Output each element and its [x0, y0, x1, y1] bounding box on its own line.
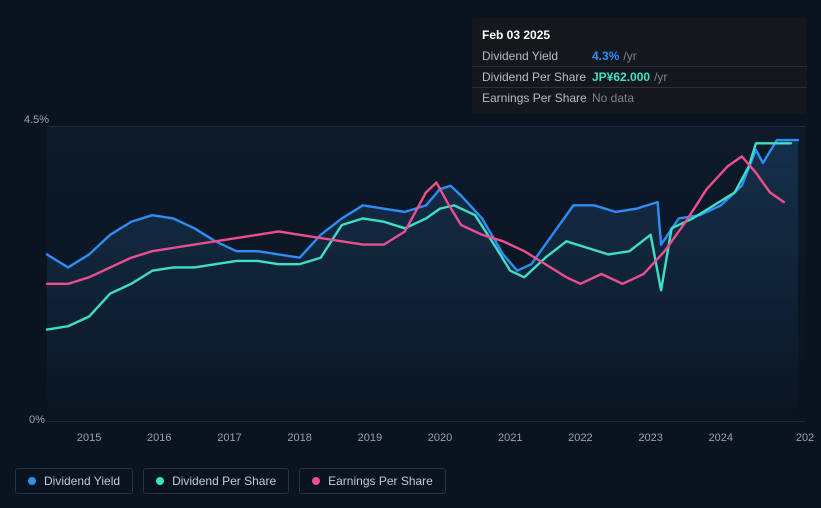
- x-axis-tick: 2023: [638, 432, 662, 444]
- chart-legend: Dividend Yield Dividend Per Share Earnin…: [15, 468, 446, 494]
- tooltip-row: Dividend Yield 4.3% /yr: [472, 46, 807, 67]
- plot-area[interactable]: [47, 126, 805, 422]
- x-axis-tick: 2018: [287, 432, 311, 444]
- legend-label: Dividend Yield: [44, 474, 120, 488]
- tooltip-row: Dividend Per Share JP¥62.000 /yr: [472, 67, 807, 88]
- legend-label: Dividend Per Share: [172, 474, 276, 488]
- x-axis-tick: 2015: [77, 432, 101, 444]
- x-axis-tick: 2022: [568, 432, 592, 444]
- tooltip-value: 4.3%: [592, 49, 619, 63]
- legend-dot-icon: [312, 477, 320, 485]
- y-axis-min-label: 0%: [29, 414, 45, 426]
- tooltip-date: Feb 03 2025: [472, 24, 807, 46]
- x-axis-tick: 202: [796, 432, 814, 444]
- x-axis-tick: 2016: [147, 432, 171, 444]
- tooltip-unit: /yr: [623, 49, 636, 63]
- legend-item-dividend-per-share[interactable]: Dividend Per Share: [143, 468, 289, 494]
- x-axis-tick: 2021: [498, 432, 522, 444]
- x-axis-tick: 2024: [709, 432, 733, 444]
- dividend-chart: 4.5% 0% Past 201520162017201820192020202…: [15, 100, 805, 460]
- legend-label: Earnings Per Share: [328, 474, 433, 488]
- legend-item-dividend-yield[interactable]: Dividend Yield: [15, 468, 133, 494]
- legend-dot-icon: [156, 477, 164, 485]
- x-axis-tick: 2019: [358, 432, 382, 444]
- legend-dot-icon: [28, 477, 36, 485]
- tooltip-label: Dividend Per Share: [482, 70, 592, 84]
- x-axis-tick: 2017: [217, 432, 241, 444]
- tooltip-label: Dividend Yield: [482, 49, 592, 63]
- tooltip-unit: /yr: [654, 70, 667, 84]
- y-axis-max-label: 4.5%: [24, 114, 49, 126]
- legend-item-earnings-per-share[interactable]: Earnings Per Share: [299, 468, 446, 494]
- x-axis: 2015 2016 2017 2018 2019 2020 2021 2022 2023 2024…: [47, 430, 805, 450]
- chart-svg: [47, 127, 805, 421]
- x-axis-tick: 2020: [428, 432, 452, 444]
- tooltip-value: JP¥62.000: [592, 70, 650, 84]
